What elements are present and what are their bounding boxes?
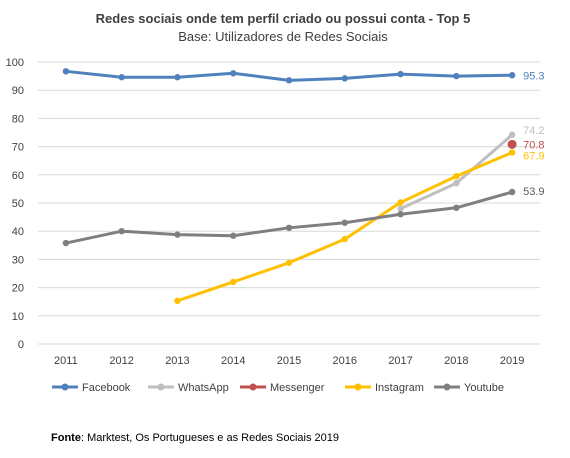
data-point-whatsapp [453,180,460,187]
gridlines [38,61,540,345]
data-point-youtube [341,219,348,226]
source-note: Fonte: Marktest, Os Portugueses e as Red… [51,432,339,444]
x-tick-label: 2011 [54,355,78,367]
data-point-instagram [174,297,181,305]
data-point-youtube [62,239,70,247]
data-point-youtube [397,211,404,218]
x-tick-label: 2015 [277,355,301,367]
legend-marker-youtube [443,383,451,391]
end-label-whatsapp: 74.2 [523,125,544,137]
x-tick-label: 2019 [500,355,524,367]
data-point-facebook [508,72,516,79]
data-point-facebook [118,74,125,81]
data-point-facebook [62,68,70,75]
end-labels: 95.3 74.2 70.867.9 53.9 [523,70,544,198]
x-tick-label: 2016 [333,355,357,367]
data-point-instagram [230,278,237,286]
data-point-instagram [285,259,293,266]
legend-marker-messenger [249,383,257,391]
x-tick-label: 2018 [444,355,468,367]
legend-label-instagram: Instagram [375,382,424,394]
y-tick-label: 10 [12,311,24,323]
x-tick-label: 2012 [109,355,133,367]
source-label: Fonte [51,432,81,444]
x-axis-ticks: 2011 2012 2013 2014 2015 2016 2017 2018 2019 [54,355,524,367]
data-point-instagram [341,235,348,243]
legend-label-messenger: Messenger [270,382,325,394]
end-label-facebook: 95.3 [523,70,544,82]
source-text: : Marktest, Os Portugueses e as Redes So… [80,432,339,444]
data-point-youtube [508,188,516,196]
y-tick-label: 50 [12,198,24,210]
legend: Facebook WhatsApp Messenger Instagram Youtub… [52,382,504,394]
x-tick-label: 2013 [165,355,189,367]
chart-subtitle: Base: Utilizadores de Redes Sociais [178,29,388,44]
chart-title: Redes sociais onde tem perfil criado ou … [96,11,471,26]
legend-marker-instagram [354,383,362,391]
data-point-instagram [453,173,460,180]
data-point-youtube [230,232,237,239]
legend-label-youtube: Youtube [464,382,504,394]
data-point-whatsapp [397,205,404,212]
legend-label-whatsapp: WhatsApp [178,382,229,394]
y-axis-ticks: 0 10 20 30 40 50 60 70 80 90 100 [6,57,24,351]
y-tick-label: 20 [12,283,24,295]
y-tick-label: 70 [12,142,24,154]
data-point-facebook [397,70,404,78]
y-tick-label: 0 [18,339,24,351]
data-point-facebook [341,75,348,82]
y-tick-label: 80 [12,113,24,125]
data-point-facebook [230,70,237,77]
data-point-instagram [508,149,516,156]
data-point-facebook [285,77,293,84]
y-tick-label: 100 [6,57,24,69]
y-tick-label: 60 [12,170,24,182]
data-point-youtube [174,231,181,238]
series-lines [62,68,517,305]
data-point-instagram [397,199,404,206]
end-label-youtube: 53.9 [523,186,544,198]
data-point-facebook [174,74,181,81]
legend-label-facebook: Facebook [82,382,131,394]
legend-marker-facebook [61,383,69,391]
y-tick-label: 90 [12,85,24,97]
legend-marker-whatsapp [157,383,165,391]
data-point-messenger [507,139,517,149]
x-tick-label: 2014 [221,355,245,367]
end-label-messenger: 70.8 [523,139,544,151]
data-point-youtube [453,204,460,211]
data-point-youtube [118,228,125,235]
y-tick-label: 40 [12,226,24,238]
y-tick-label: 30 [12,254,24,266]
data-point-youtube [285,224,293,232]
data-point-whatsapp [508,131,516,138]
data-point-facebook [453,72,460,80]
end-label-instagram: 67.9 [523,151,544,163]
series-line-youtube [64,190,514,245]
x-tick-label: 2017 [388,355,412,367]
